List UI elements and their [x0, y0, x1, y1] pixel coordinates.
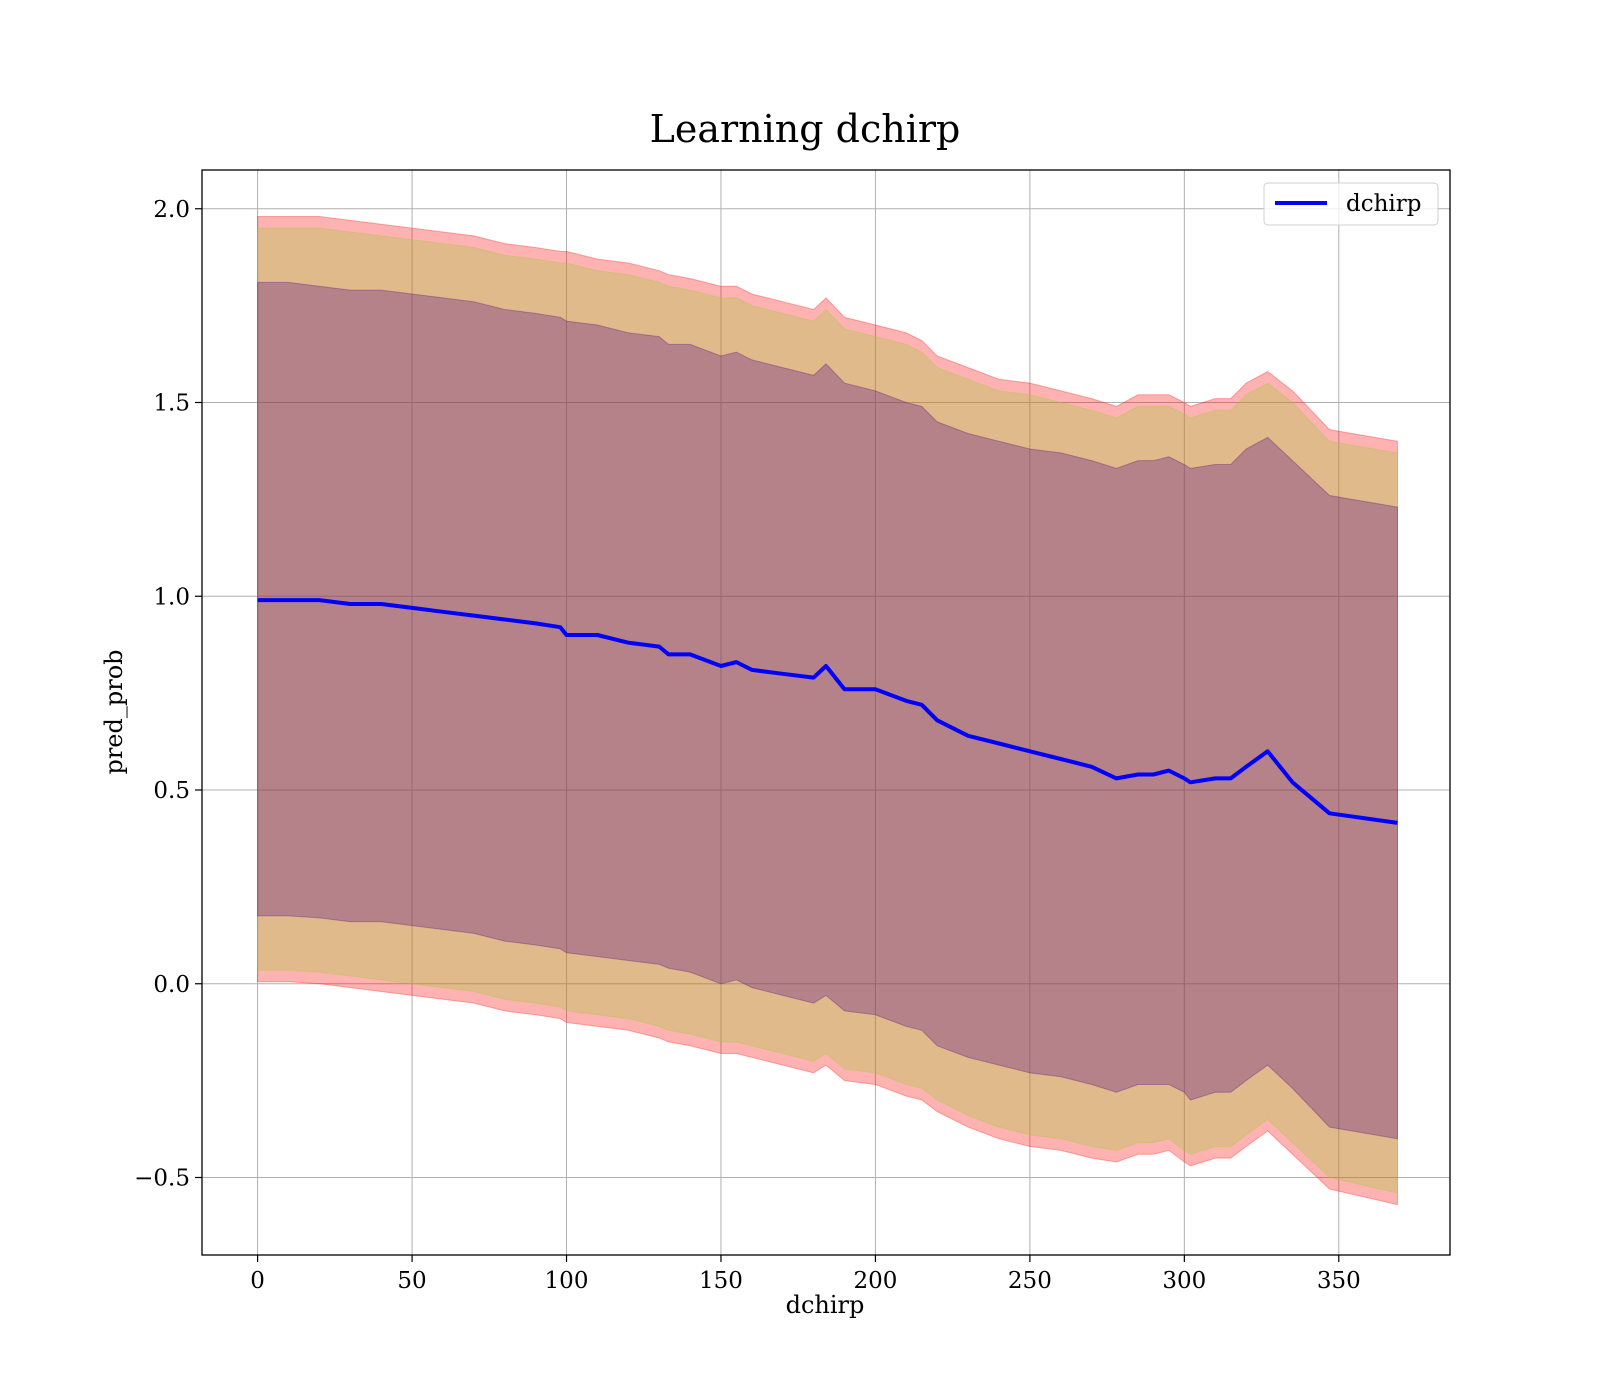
legend: dchirp	[1263, 182, 1439, 226]
x-tick-label: 0	[250, 1268, 265, 1294]
y-tick-label: 1.0	[153, 584, 190, 610]
y-tick-label: 0.5	[153, 778, 190, 804]
chart-title: Learning dchirp	[650, 107, 961, 151]
x-tick-label: 350	[1317, 1268, 1361, 1294]
plot-frame	[201, 169, 1451, 1256]
y-tick-label: −0.5	[134, 1166, 190, 1192]
x-tick-label: 150	[699, 1268, 743, 1294]
x-axis-label: dchirp	[786, 1291, 865, 1319]
y-tick-label: 1.5	[153, 391, 190, 417]
confidence-bands	[257, 216, 1398, 1206]
x-tick-label: 100	[545, 1268, 589, 1294]
confidence-band-2	[257, 227, 1398, 1194]
legend-box	[1263, 182, 1439, 226]
confidence-band-3	[257, 281, 1398, 1140]
x-tick-label: 300	[1162, 1268, 1206, 1294]
x-tick-label: 50	[397, 1268, 426, 1294]
series-lines	[257, 598, 1398, 825]
y-tick-label: 2.0	[153, 197, 190, 223]
x-tick-label: 250	[1008, 1268, 1052, 1294]
grid	[202, 170, 1450, 1255]
y-axis-label: pred_prob	[100, 649, 128, 774]
y-tick-label: 0.0	[153, 972, 190, 998]
axis-ticks: 0 50 100 150 200 250 300 350 −0.5 0.0 0.5 1.0 1.5 2.0	[134, 197, 1361, 1294]
series-line-dchirp	[257, 598, 1398, 825]
legend-entry: dchirp	[1346, 191, 1422, 217]
confidence-band-1	[257, 216, 1398, 1206]
x-tick-label: 200	[853, 1268, 897, 1294]
